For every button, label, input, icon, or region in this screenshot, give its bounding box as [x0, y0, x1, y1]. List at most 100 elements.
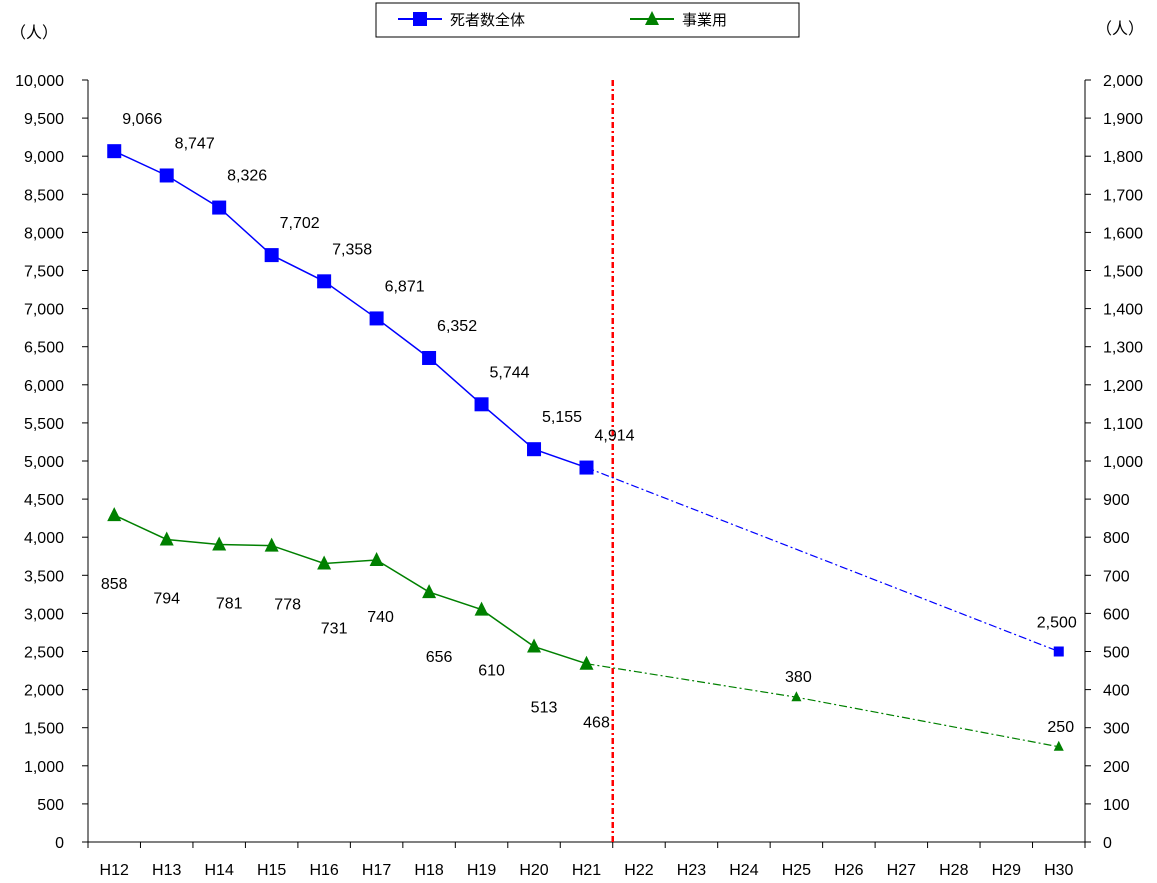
right-tick-label: 1,400 [1103, 302, 1143, 319]
series-point-square [212, 200, 227, 215]
right-tick-label: 1,200 [1103, 378, 1143, 395]
commercial-data-label: 858 [101, 576, 128, 593]
series-point-triangle [422, 584, 437, 599]
commercial-data-label: 513 [531, 700, 558, 717]
series-point-triangle [791, 691, 802, 702]
right-tick-label: 2,000 [1103, 73, 1143, 90]
x-tick-label: H14 [205, 862, 234, 879]
x-tick-label: H22 [624, 862, 653, 879]
right-axis-unit: （人） [1096, 20, 1144, 38]
series-point-triangle [527, 638, 542, 653]
series-point-square [579, 460, 594, 475]
right-tick-label: 0 [1103, 835, 1112, 852]
right-tick-label: 1,100 [1103, 416, 1143, 433]
left-tick-label: 6,500 [24, 340, 64, 357]
x-tick-label: H15 [257, 862, 286, 879]
commercial-data-label: 731 [321, 620, 348, 637]
commercial-data-label: 781 [216, 595, 243, 612]
left-tick-label: 5,500 [24, 416, 64, 433]
series-point-triangle [107, 507, 122, 522]
x-tick-label: H18 [414, 862, 443, 879]
left-tick-label: 6,000 [24, 378, 64, 395]
series-total-line [113, 150, 587, 469]
right-tick-label: 500 [1103, 645, 1130, 662]
total-data-label: 4,914 [594, 428, 634, 445]
x-tick-label: H19 [467, 862, 496, 879]
left-tick-label: 9,000 [24, 149, 64, 166]
left-tick-label: 3,000 [24, 606, 64, 623]
series-point-square [413, 12, 427, 26]
x-tick-label: H28 [939, 862, 968, 879]
series-total-target-line [586, 466, 1059, 653]
series-point-square [317, 274, 332, 289]
commercial-data-label: 740 [367, 609, 394, 626]
right-tick-label: 1,800 [1103, 149, 1143, 166]
x-tick-label: H23 [677, 862, 706, 879]
left-tick-label: 4,000 [24, 530, 64, 547]
series-point-triangle [579, 655, 594, 670]
series-point-triangle [159, 531, 174, 546]
left-tick-label: 5,000 [24, 454, 64, 471]
x-tick-label: H21 [572, 862, 601, 879]
right-tick-label: 400 [1103, 683, 1130, 700]
total-data-label: 7,358 [332, 241, 372, 258]
left-tick-label: 2,500 [24, 645, 64, 662]
x-tick-label: H29 [992, 862, 1021, 879]
commercial-data-label: 468 [583, 715, 610, 732]
series-commercial-target-line [586, 663, 1059, 748]
series-point-triangle [1053, 740, 1064, 751]
series-point-triangle [474, 601, 489, 616]
left-axis-unit: （人） [10, 24, 58, 42]
data-labels: 9,066 8,747 8,326 7,702 7,358 6,871 6,352 5,744… [101, 111, 1077, 736]
left-tick-label: 7,500 [24, 264, 64, 281]
legend-label: 事業用 [682, 12, 727, 29]
x-tick-label: H16 [309, 862, 338, 879]
total-data-label: 6,871 [385, 278, 425, 295]
right-tick-label: 900 [1103, 492, 1130, 509]
series-point-square [422, 350, 437, 365]
right-tick-label: 200 [1103, 759, 1130, 776]
total-data-label: 7,702 [280, 215, 320, 232]
series-point-square [107, 144, 122, 159]
commercial-target-label: 380 [785, 669, 812, 686]
series-point-triangle [645, 11, 659, 25]
left-tick-label: 2,000 [24, 683, 64, 700]
series-commercial-line [113, 514, 587, 665]
commercial-data-label: 656 [426, 649, 453, 666]
total-target-label: 2,500 [1037, 615, 1077, 632]
series-point-triangle [264, 537, 279, 552]
axes: 0 500 1,000 1,500 2,000 2,500 3,000 3,500 4,000 4… [15, 73, 1143, 879]
left-tick-label: 10,000 [15, 73, 64, 90]
x-tick-label: H26 [834, 862, 863, 879]
x-tick-label: H17 [362, 862, 391, 879]
right-tick-label: 100 [1103, 797, 1130, 814]
series-layer [107, 144, 1064, 751]
right-tick-label: 1,000 [1103, 454, 1143, 471]
left-tick-label: 8,500 [24, 187, 64, 204]
legend-label: 死者数全体 [450, 11, 525, 29]
x-tick-label: H13 [152, 862, 181, 879]
series-point-square [1053, 646, 1064, 657]
left-tick-label: 1,500 [24, 721, 64, 738]
left-tick-label: 7,000 [24, 302, 64, 319]
right-tick-label: 1,500 [1103, 264, 1143, 281]
commercial-data-label: 794 [153, 590, 180, 607]
commercial-data-label: 778 [274, 597, 301, 614]
left-tick-label: 8,000 [24, 225, 64, 242]
left-tick-label: 9,500 [24, 111, 64, 128]
legend-box [375, 2, 800, 38]
right-tick-label: 800 [1103, 530, 1130, 547]
total-data-label: 5,155 [542, 409, 582, 426]
total-data-label: 6,352 [437, 318, 477, 335]
commercial-data-label: 610 [478, 663, 505, 680]
right-tick-label: 300 [1103, 721, 1130, 738]
total-data-label: 9,066 [122, 111, 162, 128]
left-tick-label: 4,500 [24, 492, 64, 509]
series-point-square [369, 311, 384, 326]
right-tick-label: 1,600 [1103, 225, 1143, 242]
x-tick-label: H25 [782, 862, 811, 879]
total-data-label: 8,747 [175, 135, 215, 152]
series-point-square [474, 397, 489, 412]
x-tick-label: H27 [887, 862, 916, 879]
